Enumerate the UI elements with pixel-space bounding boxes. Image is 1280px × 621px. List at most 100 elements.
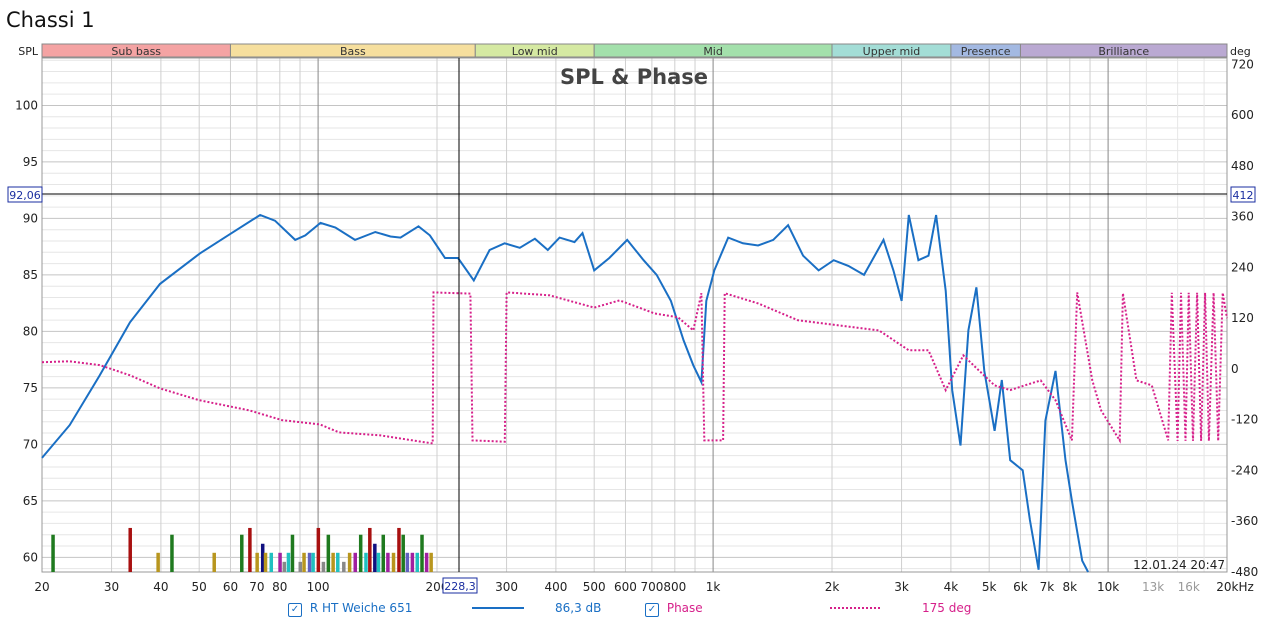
- legend-spl[interactable]: ✓ R HT Weiche 651: [288, 601, 412, 617]
- modal-bar: [298, 561, 303, 572]
- cursor-spl-label-box: [7, 186, 43, 203]
- x-tick-label: 1k: [706, 580, 721, 594]
- modal-bar: [156, 552, 160, 572]
- y2-tick-label: 0: [1231, 362, 1239, 376]
- modal-bar: [286, 552, 291, 572]
- x-tick-label: 6k: [1013, 580, 1028, 594]
- y-tick-label: 90: [23, 211, 38, 225]
- modal-bar: [410, 552, 415, 572]
- band-label: Presence: [961, 45, 1011, 58]
- cursor-phase-label-box: [1230, 186, 1256, 203]
- y2-tick-label: 480: [1231, 159, 1254, 173]
- band-label: Sub bass: [111, 45, 161, 58]
- modal-bar: [364, 552, 368, 572]
- modal-bar: [353, 552, 357, 572]
- modal-bar: [240, 534, 244, 572]
- band-label: Upper mid: [863, 45, 921, 58]
- modal-bar: [311, 552, 315, 572]
- spl-legend-value: 86,3 dB: [555, 601, 602, 615]
- modal-bar: [269, 552, 274, 572]
- y-tick-label: 60: [23, 550, 38, 564]
- phase-curve: [41, 291, 1228, 445]
- y2-tick-label: -240: [1231, 463, 1258, 477]
- modal-bar: [401, 534, 405, 572]
- modal-bar: [391, 552, 396, 572]
- modal-bar: [331, 552, 335, 572]
- y2-tick-label: 600: [1231, 108, 1254, 122]
- y-tick-label: 95: [23, 155, 38, 169]
- x-tick-label: 300: [495, 580, 518, 594]
- x-tick-label: 50: [192, 580, 207, 594]
- x-tick-label: 500: [583, 580, 606, 594]
- band-label: Bass: [340, 45, 366, 58]
- modal-bar: [248, 527, 252, 572]
- y2-tick-label: 240: [1231, 260, 1254, 274]
- x-tick-label: 3k: [894, 580, 909, 594]
- phase-legend-name: Phase: [666, 601, 703, 615]
- y2-tick-label: 360: [1231, 210, 1254, 224]
- x-tick-label: 80: [272, 580, 287, 594]
- modal-bar: [373, 543, 377, 572]
- x-tick-label: 400: [544, 580, 567, 594]
- modal-bar: [51, 534, 55, 572]
- x-tick-label: 2k: [825, 580, 840, 594]
- band-brilliance: [1019, 43, 1228, 58]
- spl-legend-line: [472, 607, 524, 609]
- modal-bar: [307, 552, 312, 572]
- x-tick-label: 7k: [1040, 580, 1055, 594]
- modal-bar: [302, 552, 306, 572]
- y2-tick-label: -480: [1231, 565, 1258, 579]
- x-tick-label: 30: [104, 580, 119, 594]
- y-tick-label: 70: [23, 437, 38, 451]
- modal-bar: [405, 552, 410, 572]
- modal-bar: [347, 552, 352, 572]
- y-tick-label: 85: [23, 268, 38, 282]
- modal-bar: [336, 552, 340, 572]
- x-tick-label: 700: [640, 580, 663, 594]
- modal-bar: [326, 534, 331, 572]
- band-label: Low mid: [512, 45, 558, 58]
- modal-bar: [424, 552, 429, 572]
- modal-bar: [358, 534, 363, 572]
- window-title: Chassi 1: [6, 8, 95, 32]
- x-tick-label: 70: [249, 580, 264, 594]
- modal-bar: [290, 534, 295, 572]
- y2-tick-label: -120: [1231, 413, 1258, 427]
- x-tick-label: 5k: [982, 580, 997, 594]
- chart-title: SPL & Phase: [560, 65, 708, 89]
- modal-bar: [278, 552, 282, 572]
- modal-bar: [368, 527, 372, 572]
- y2-tick-label: 720: [1231, 57, 1254, 71]
- modal-bar: [376, 552, 381, 572]
- band-label: Brilliance: [1098, 45, 1149, 58]
- band-label: Mid: [703, 45, 723, 58]
- cursor-phase-label: 412: [1233, 189, 1254, 202]
- x-tick-label: 20kHz: [1216, 580, 1254, 594]
- modal-bar: [420, 534, 424, 572]
- cursor-spl-label: 92,06: [9, 189, 41, 202]
- x-tick-label: 4k: [944, 580, 959, 594]
- spl-checkbox[interactable]: ✓: [288, 603, 302, 617]
- modal-bar: [316, 527, 321, 572]
- modal-bar: [381, 534, 386, 572]
- modal-bar: [212, 552, 216, 572]
- y-tick-label: 100: [15, 98, 38, 112]
- modal-bar: [260, 543, 265, 572]
- x-tick-label: 16k: [1178, 580, 1200, 594]
- cursor-freq-label: 228,3: [444, 580, 476, 593]
- y2-tick-label: 120: [1231, 311, 1254, 325]
- phase-checkbox[interactable]: ✓: [645, 603, 659, 617]
- modal-bar: [282, 561, 287, 572]
- x-tick-label: 13k: [1142, 580, 1164, 594]
- legend-phase[interactable]: ✓ Phase: [645, 601, 703, 617]
- x-tick-label: 600: [614, 580, 637, 594]
- x-tick-label: 10k: [1097, 580, 1119, 594]
- x-tick-label: 20: [34, 580, 49, 594]
- phase-legend-line: [830, 607, 880, 609]
- modal-bar: [342, 561, 346, 572]
- phase-legend-value: 175 deg: [922, 601, 972, 615]
- y2-tick-label: -360: [1231, 514, 1258, 528]
- plot-frame: [41, 57, 1228, 573]
- spl-legend-name: R HT Weiche 651: [309, 601, 413, 615]
